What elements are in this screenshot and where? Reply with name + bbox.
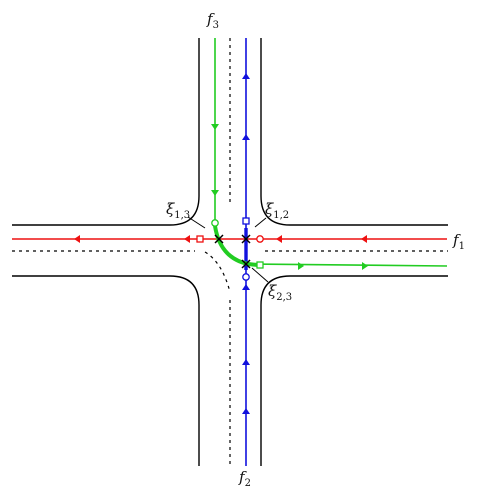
f3-arrow-1 xyxy=(211,124,219,130)
f3-arrow-2 xyxy=(211,190,219,196)
conflict-points xyxy=(214,234,251,269)
conflict-point-xi12 xyxy=(241,234,251,244)
f3-arrow-4 xyxy=(362,262,368,270)
f1-square-marker xyxy=(196,235,204,243)
f2-arrow-1 xyxy=(242,73,250,79)
label-f2: f2 xyxy=(238,468,251,489)
label-f3: f3 xyxy=(206,10,219,31)
connector-xi13 xyxy=(187,216,206,229)
road-edge-bottom-right xyxy=(260,275,448,466)
flow-f2 xyxy=(242,38,250,466)
center-line-curve xyxy=(204,251,231,293)
f1-arrow-4 xyxy=(74,235,80,243)
f2-arrow-3 xyxy=(242,284,250,290)
conflict-point-xi13 xyxy=(214,234,224,244)
f2-arrow-4 xyxy=(242,359,250,365)
f3-thick-turn xyxy=(213,225,259,267)
center-lines xyxy=(12,38,448,466)
f1-arrow-2 xyxy=(276,235,282,243)
f3-circle-marker xyxy=(211,219,219,227)
label-xi12: ξ1,2 xyxy=(265,200,289,221)
road-edge-top-left xyxy=(12,38,200,226)
f1-circle-marker xyxy=(256,235,264,243)
road-boundaries xyxy=(12,38,448,466)
conflict-connectors xyxy=(187,216,269,283)
conflict-point-xi23 xyxy=(241,259,251,269)
f1-arrow-3 xyxy=(184,235,190,243)
road-edge-bottom-left xyxy=(12,275,200,466)
f3-arrow-3 xyxy=(298,262,304,270)
connector-xi12 xyxy=(254,217,267,228)
label-f1: f1 xyxy=(452,231,465,252)
label-xi13: ξ1,3 xyxy=(166,200,190,221)
f1-arrow-1 xyxy=(361,235,367,243)
f3-path xyxy=(214,38,448,267)
flow-f1 xyxy=(12,235,447,243)
label-xi23: ξ2,3 xyxy=(268,282,292,303)
f2-arrow-5 xyxy=(242,408,250,414)
labels: f3 f1 f2 ξ1,3 ξ1,2 ξ2,3 xyxy=(166,10,465,489)
f2-circle-marker xyxy=(242,273,250,281)
f2-arrow-2 xyxy=(242,134,250,140)
f2-square-marker xyxy=(242,217,250,225)
road-edge-top-right xyxy=(260,38,448,226)
connector-xi23 xyxy=(251,267,269,283)
f3-square-marker xyxy=(256,261,264,269)
